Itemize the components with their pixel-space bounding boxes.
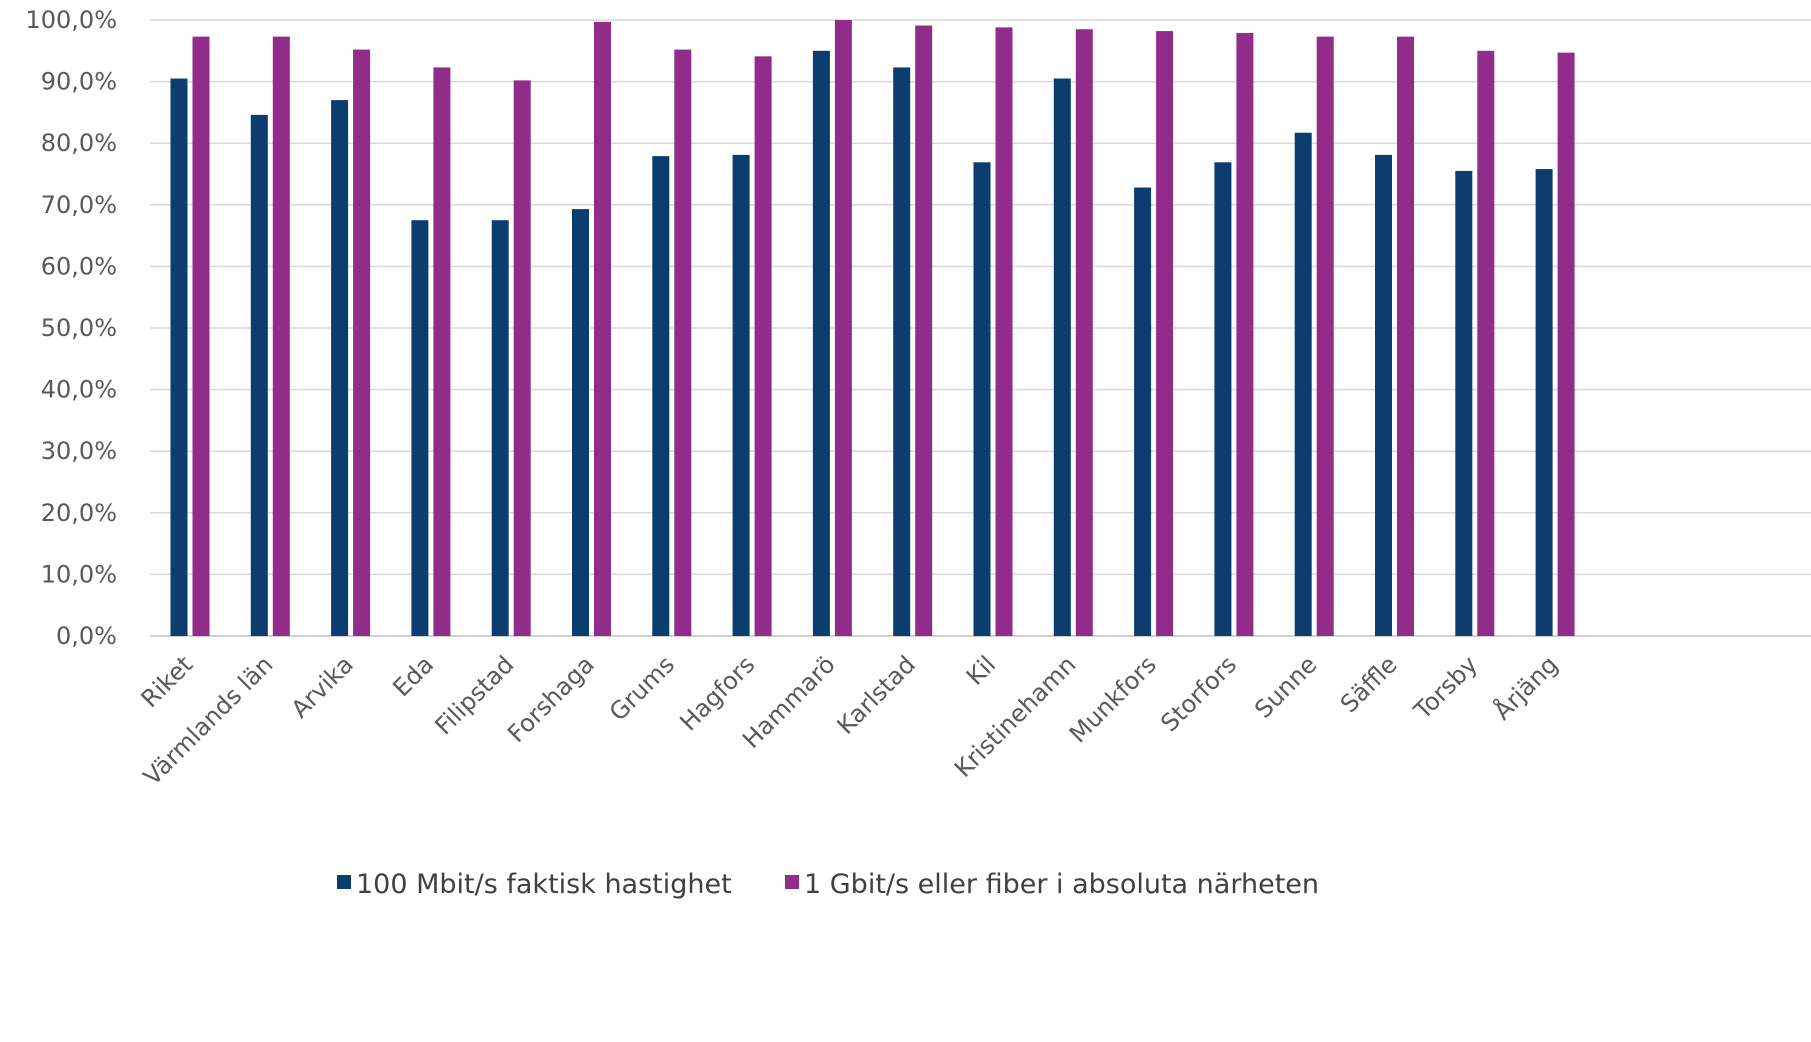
bar-series-1 bbox=[1214, 162, 1232, 636]
legend-swatch bbox=[337, 875, 351, 889]
bar-series-1 bbox=[1053, 78, 1071, 636]
y-tick-label: 0,0% bbox=[56, 622, 117, 650]
bar-series-1 bbox=[732, 154, 750, 637]
bar-series-2 bbox=[353, 49, 371, 637]
y-tick-label: 60,0% bbox=[41, 252, 117, 280]
x-category-label: Grums bbox=[604, 650, 680, 726]
bar-series-2 bbox=[1236, 32, 1254, 637]
y-tick-label: 80,0% bbox=[41, 129, 117, 157]
bars bbox=[170, 20, 1575, 637]
bar-series-1 bbox=[1535, 169, 1553, 636]
bar-series-2 bbox=[674, 49, 692, 637]
legend: 100 Mbit/s faktisk hastighet 1 Gbit/s ell… bbox=[337, 869, 1319, 900]
y-tick-label: 90,0% bbox=[41, 68, 117, 96]
bar-series-1 bbox=[812, 50, 830, 637]
bar-series-1 bbox=[973, 162, 991, 636]
bar-series-2 bbox=[192, 36, 210, 636]
bar-series-1 bbox=[1455, 170, 1473, 637]
bar-series-2 bbox=[1477, 50, 1495, 637]
bar-series-1 bbox=[491, 220, 509, 636]
x-category-label: Kil bbox=[961, 650, 1001, 690]
x-category-label: Forshaga bbox=[502, 650, 599, 747]
bar-series-2 bbox=[272, 36, 290, 636]
bar-series-2 bbox=[1316, 36, 1334, 636]
y-tick-label: 40,0% bbox=[41, 376, 117, 404]
x-category-label: Storfors bbox=[1155, 650, 1242, 737]
x-category-label: Sunne bbox=[1249, 650, 1322, 723]
x-category-label: Riket bbox=[136, 650, 199, 713]
bar-series-1 bbox=[572, 209, 589, 636]
bar-series-2 bbox=[433, 67, 451, 636]
y-tick-label: 50,0% bbox=[41, 314, 117, 342]
y-tick-label: 20,0% bbox=[41, 499, 117, 527]
bar-series-2 bbox=[1557, 52, 1575, 636]
y-axis-ticks: 0,0% 10,0% 20,0% 30,0% 40,0% 50,0% 60,0% 70,0% 8… bbox=[25, 6, 117, 650]
bar-series-1 bbox=[1294, 132, 1312, 636]
bar-series-1 bbox=[652, 156, 670, 637]
x-category-label: Arvika bbox=[286, 650, 359, 723]
legend-swatch bbox=[785, 875, 799, 889]
x-category-label: Eda bbox=[387, 650, 439, 702]
x-category-label: Säffle bbox=[1335, 650, 1403, 718]
y-tick-label: 100,0% bbox=[25, 6, 117, 34]
bar-series-2 bbox=[1397, 36, 1414, 636]
legend-label: 100 Mbit/s faktisk hastighet bbox=[356, 869, 732, 900]
y-tick-label: 30,0% bbox=[41, 437, 117, 465]
bar-series-1 bbox=[1134, 187, 1152, 636]
bar-series-2 bbox=[1075, 29, 1093, 637]
bar-series-2 bbox=[834, 20, 852, 636]
bar-series-2 bbox=[1156, 31, 1174, 636]
bar-series-1 bbox=[893, 67, 911, 636]
bar-series-2 bbox=[754, 56, 772, 637]
x-category-label: Årjäng bbox=[1488, 650, 1564, 726]
bar-series-1 bbox=[250, 114, 268, 636]
y-tick-label: 10,0% bbox=[41, 560, 117, 588]
bar-series-1 bbox=[331, 100, 349, 636]
x-category-label: Munkfors bbox=[1064, 650, 1162, 748]
bar-series-1 bbox=[170, 78, 188, 636]
bar-series-2 bbox=[915, 25, 933, 636]
x-category-label: Torsby bbox=[1408, 650, 1483, 725]
legend-label: 1 Gbit/s eller fiber i absoluta närheten bbox=[804, 869, 1319, 900]
bar-series-2 bbox=[513, 80, 531, 637]
bar-series-2 bbox=[995, 27, 1013, 636]
bar-series-1 bbox=[411, 220, 429, 636]
y-tick-label: 70,0% bbox=[41, 191, 117, 219]
x-category-label: Karlstad bbox=[832, 650, 921, 739]
bar-series-1 bbox=[1375, 154, 1392, 637]
bar-series-2 bbox=[594, 21, 611, 636]
